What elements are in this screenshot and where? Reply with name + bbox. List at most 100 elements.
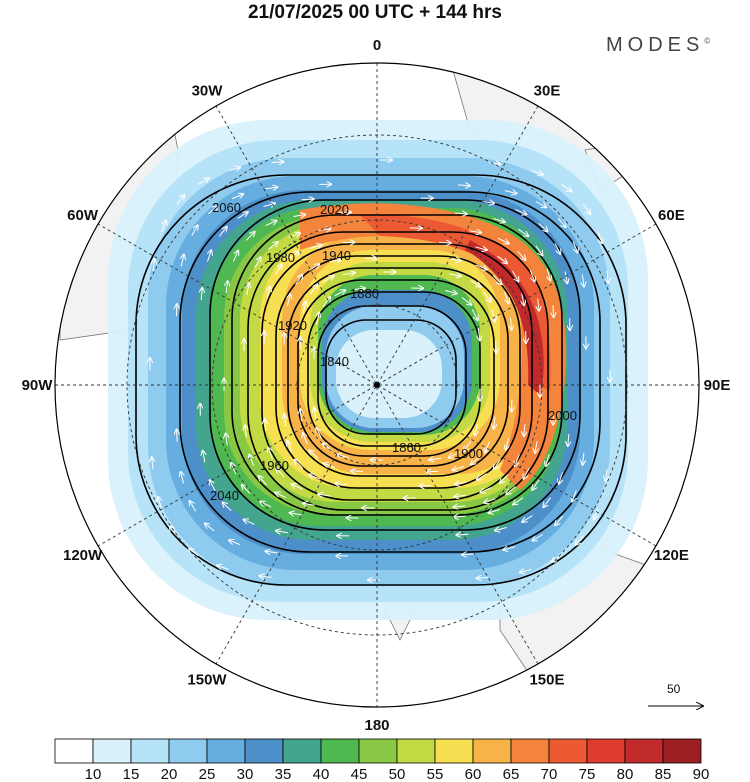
wind-vector (554, 242, 560, 254)
wind-vector (276, 531, 288, 533)
contour-2000 (231, 214, 563, 516)
wind-vector (482, 201, 494, 203)
wind-vector (503, 547, 515, 550)
wind-vector (520, 569, 532, 572)
contour-label-group: 2060 2040 2020 2000 1980 1960 1940 1920 … (210, 200, 577, 503)
colorbar-swatch (586, 738, 626, 764)
wind-vector (538, 222, 548, 231)
wind-vector (607, 270, 608, 283)
wind-vector (337, 455, 349, 458)
wind-vector (276, 468, 285, 478)
colorbar-tick-label: 60 (465, 766, 482, 782)
colorbar-swatch (662, 738, 702, 764)
wind-vector (464, 440, 472, 451)
wind-vector (314, 408, 316, 420)
colorbar-swatch (358, 738, 398, 764)
wind-vector (322, 297, 330, 308)
wind-vector (535, 441, 537, 453)
wind-vector (454, 213, 467, 214)
longitude-label: 120E (654, 547, 689, 564)
wind-vector (287, 294, 290, 307)
contour-label: 2060 (212, 200, 241, 215)
map-layers (55, 63, 699, 707)
wind-vector (494, 416, 495, 429)
wind-vector (477, 473, 488, 480)
colorbar-swatch (510, 738, 550, 764)
wind-vector (177, 430, 178, 442)
longitude-label: 180 (364, 717, 389, 734)
wind-vector (515, 454, 520, 466)
contour-1960 (261, 243, 533, 501)
wind-vector (504, 191, 517, 194)
wind-vector (572, 490, 577, 501)
wind-vector (454, 495, 466, 497)
meridian-120e-60w (97, 223, 657, 547)
wind-vector (559, 472, 563, 484)
colorbar-tick-label: 40 (313, 766, 330, 782)
wind-vector (161, 221, 167, 232)
wind-vector (309, 475, 321, 480)
wind-vector (488, 510, 500, 514)
wind-vector (335, 484, 348, 485)
wind-vector (295, 460, 304, 469)
wind-vector (237, 212, 248, 219)
colorbar-swatch (168, 738, 208, 764)
colorbar-tick-label: 50 (389, 766, 406, 782)
colorbar-swatch (206, 738, 246, 764)
wind-vector (455, 482, 467, 484)
longitude-label: 90W (22, 377, 54, 394)
wind-vector (458, 185, 470, 186)
wind-vector (288, 233, 300, 237)
longitude-label: 90E (704, 377, 731, 394)
wind-vector (582, 274, 584, 287)
wind-vector (576, 535, 584, 545)
wind-vector (448, 259, 461, 260)
longitude-label: 60W (67, 207, 99, 224)
wind-vector (245, 425, 246, 438)
contour-2040 (179, 191, 601, 553)
brand-logo: MODES© (606, 34, 710, 57)
wind-vector (518, 228, 528, 236)
wind-vector (497, 237, 509, 243)
wind-vector (317, 312, 320, 325)
map-border (54, 62, 700, 708)
wind-vector (323, 276, 334, 283)
wind-vector (538, 298, 539, 311)
colorbar-tick-label: 15 (123, 766, 140, 782)
wind-vector (565, 271, 567, 284)
wind-vector (594, 508, 599, 519)
wind-vector (522, 293, 525, 305)
wind-vector (511, 317, 512, 330)
colorbar-tick-label: 55 (427, 766, 444, 782)
wind-vector (191, 225, 198, 236)
wind-vector (268, 242, 278, 250)
wind-vector (190, 501, 197, 512)
wind-vector (226, 281, 228, 294)
wind-vector (210, 480, 216, 492)
contour-1920 (287, 267, 509, 477)
wind-vector (301, 199, 314, 200)
copyright-mark: © (704, 36, 711, 46)
meridian-60e-120w (97, 223, 657, 547)
wind-vector (309, 450, 319, 459)
wind-vector (555, 515, 564, 525)
longitude-label: 60E (658, 207, 685, 224)
wind-vector (561, 183, 572, 191)
colorbar-swatch (624, 738, 664, 764)
colorbar-tick-label: 45 (351, 766, 368, 782)
longitude-label: 150E (529, 671, 564, 688)
colorbar-tick-label: 70 (541, 766, 558, 782)
contour-label: 1920 (278, 318, 307, 333)
wind-speed-shading (108, 120, 648, 620)
wind-vector (547, 268, 550, 281)
wind-vector (515, 209, 527, 215)
contour-label: 1960 (260, 458, 289, 473)
inner-band-15 (336, 330, 442, 418)
wind-vector (492, 309, 495, 322)
wind-vector (289, 252, 299, 259)
reference-vector-label: 50 (667, 682, 681, 696)
wind-vector (205, 523, 215, 532)
wind-vector (268, 448, 273, 459)
wind-vector (189, 549, 199, 557)
colorbar-tick-label: 85 (655, 766, 672, 782)
